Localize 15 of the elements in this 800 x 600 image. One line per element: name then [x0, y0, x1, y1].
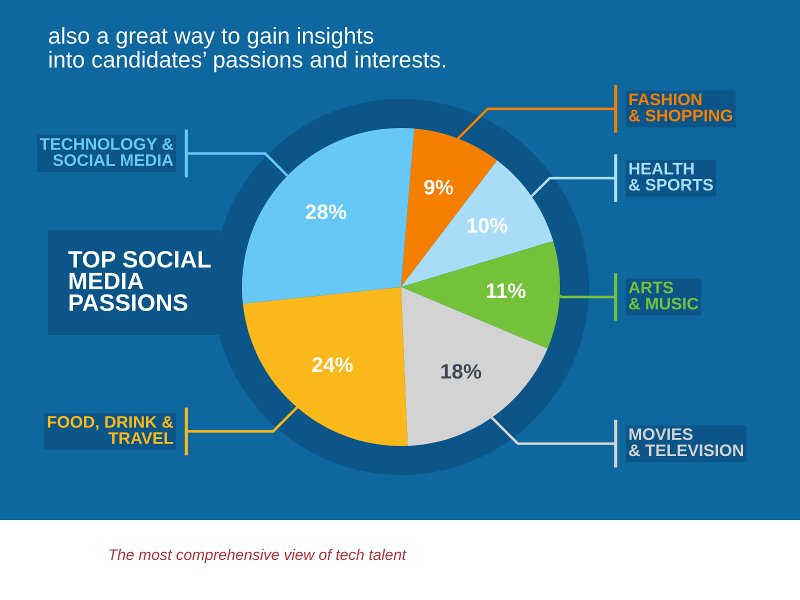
data-label: 9%: [424, 180, 454, 195]
data-label: 10%: [468, 218, 508, 233]
text: TOP SOCIAL MEDIA PASSIONS: [68, 250, 211, 312]
slice-label: MOVIES & TELEVISION: [629, 428, 744, 456]
data-label: 24%: [312, 357, 353, 372]
text: The most comprehensive view of tech talent: [109, 548, 407, 564]
slice-label: TECHNOLOGY & SOCIAL MEDIA: [40, 138, 174, 166]
data-label: 28%: [306, 204, 346, 220]
slice-label: FASHION & SHOPPING: [629, 93, 732, 122]
data-label: 11%: [486, 283, 526, 298]
slice-label: HEALTH & SPORTS: [629, 162, 713, 191]
chart-title: also a great way to gain insights into candidates’ passions and interests.: [48, 27, 446, 72]
slice-label: FOOD, DRINK & TRAVEL: [48, 416, 174, 444]
data-label: 18%: [441, 364, 482, 379]
slice-label: ARTS & MUSIC: [628, 282, 698, 310]
